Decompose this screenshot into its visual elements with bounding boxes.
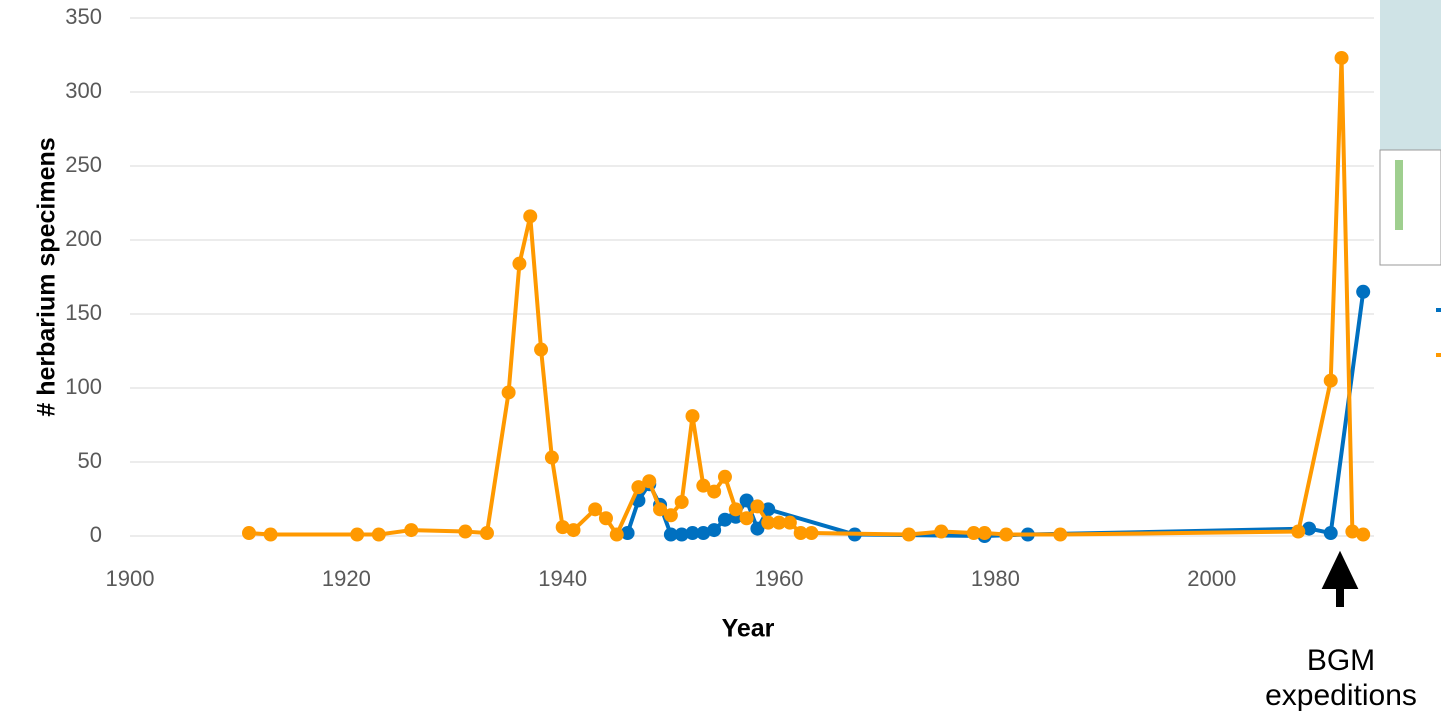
- data-point: [501, 385, 516, 400]
- data-point: [241, 526, 256, 541]
- data-point: [804, 526, 819, 541]
- data-point: [555, 520, 570, 535]
- series-line: [248, 55, 1364, 537]
- data-point: [772, 515, 787, 530]
- x-axis-label: Year: [722, 615, 775, 643]
- data-point: [588, 502, 603, 517]
- data-point: [934, 524, 949, 539]
- data-point: [739, 493, 754, 508]
- y-tick-label: 350: [65, 4, 102, 29]
- data-point: [901, 527, 916, 542]
- data-point: [653, 502, 668, 517]
- data-point: [999, 527, 1014, 542]
- series-line: [625, 291, 1366, 538]
- y-tick-label: 100: [65, 374, 102, 399]
- data-point: [404, 523, 419, 538]
- data-point: [544, 450, 559, 465]
- data-point: [479, 526, 494, 541]
- data-point: [598, 511, 613, 526]
- data-point: [642, 474, 657, 489]
- data-point: [523, 209, 538, 224]
- y-tick-label: 300: [65, 78, 102, 103]
- data-point: [761, 502, 776, 517]
- data-point: [620, 526, 635, 541]
- data-point: [707, 523, 722, 538]
- y-tick-label: 0: [90, 522, 102, 547]
- data-point: [685, 409, 700, 424]
- data-point: [717, 512, 732, 527]
- data-point: [750, 499, 765, 514]
- data-point: [458, 524, 473, 539]
- data-point: [631, 480, 646, 495]
- data-point: [1356, 284, 1371, 299]
- data-point: [1291, 524, 1306, 539]
- data-point: [782, 515, 797, 530]
- annotation: BGM: [1307, 644, 1375, 677]
- data-point: [371, 527, 386, 542]
- data-point: [761, 515, 776, 530]
- data-point: [663, 508, 678, 523]
- map-scale: [1395, 160, 1403, 230]
- data-point: [966, 526, 981, 541]
- data-point: [696, 526, 711, 541]
- x-tick-label: 1900: [106, 566, 155, 591]
- data-point: [707, 484, 722, 499]
- data-point: [696, 478, 711, 493]
- data-point: [750, 521, 765, 536]
- x-tick-label: 1960: [755, 566, 804, 591]
- data-point: [350, 527, 365, 542]
- data-point: [263, 527, 278, 542]
- y-tick-label: 200: [65, 226, 102, 251]
- map-legend: [1379, 149, 1441, 266]
- data-point: [1302, 521, 1317, 536]
- y-tick-label: 50: [78, 448, 102, 473]
- data-point: [793, 526, 808, 541]
- data-point: [728, 502, 743, 517]
- data-point: [1345, 524, 1360, 539]
- annotation: expeditions: [1265, 679, 1417, 712]
- data-point: [1053, 527, 1068, 542]
- data-point: [1323, 373, 1338, 388]
- data-point: [685, 526, 700, 541]
- data-point: [739, 511, 754, 526]
- data-point: [663, 527, 678, 542]
- data-point: [977, 526, 992, 541]
- data-point: [674, 494, 689, 509]
- data-point: [609, 527, 624, 542]
- data-point: [1356, 527, 1371, 542]
- data-point: [534, 342, 549, 357]
- data-point: [566, 523, 581, 538]
- data-point: [512, 256, 527, 271]
- data-point: [717, 469, 732, 484]
- y-tick-label: 250: [65, 152, 102, 177]
- x-tick-label: 1980: [971, 566, 1020, 591]
- arrow: [1321, 550, 1359, 607]
- data-point: [1334, 50, 1349, 65]
- data-point: [674, 527, 689, 542]
- y-axis-label: # herbarium specimens: [33, 137, 61, 416]
- x-tick-label: 2000: [1187, 566, 1236, 591]
- data-point: [1323, 526, 1338, 541]
- x-tick-label: 1920: [322, 566, 371, 591]
- y-tick-label: 150: [65, 300, 102, 325]
- x-tick-label: 1940: [538, 566, 587, 591]
